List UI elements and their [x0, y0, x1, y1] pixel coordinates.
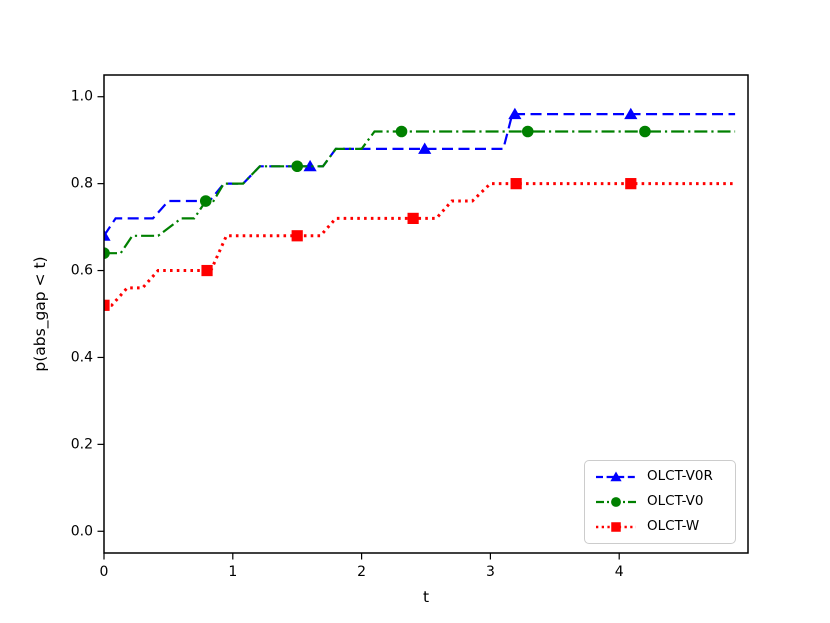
series-marker-OLCT-V0R — [508, 107, 522, 120]
series-marker-OLCT-W — [201, 264, 213, 277]
series-marker-OLCT-V0 — [104, 247, 110, 259]
series-marker-OLCT-V0 — [521, 125, 534, 138]
x-tick-label: 3 — [486, 564, 495, 580]
legend-marker-circle — [611, 497, 621, 507]
y-tick-label: 0.8 — [71, 176, 93, 192]
series-marker-OLCT-V0 — [291, 160, 304, 173]
y-tick-label: 0.4 — [71, 349, 93, 365]
y-tick-label: 0.0 — [71, 523, 93, 539]
legend-entry-OLCT-W: OLCT-W — [594, 518, 726, 536]
legend-label: OLCT-V0R — [647, 468, 713, 485]
y-tick-label: 0.2 — [71, 436, 93, 452]
legend-entry-OLCT-V0R: OLCT-V0R — [594, 468, 726, 486]
series-marker-OLCT-V0R — [624, 107, 638, 120]
axes-spines — [103, 74, 749, 554]
series-marker-OLCT-W — [625, 178, 637, 190]
series-marker-OLCT-V0 — [199, 195, 212, 207]
series-line-OLCT-W — [104, 182, 736, 307]
y-axis-label: p(abs_gap < t) — [31, 256, 49, 372]
series-group — [104, 107, 736, 311]
series-marker-OLCT-V0R — [104, 229, 111, 241]
legend-marker-triangle — [610, 471, 622, 482]
x-tick-label: 2 — [357, 564, 366, 580]
legend-marker-square — [611, 522, 621, 532]
series-marker-OLCT-W — [104, 299, 110, 311]
y-tick-label: 0.6 — [71, 263, 93, 279]
series-marker-OLCT-W — [291, 230, 303, 242]
legend: OLCT-V0R OLCT-V0 OLCT-W — [584, 460, 736, 544]
series-line-OLCT-V0R — [104, 112, 736, 237]
legend-label: OLCT-W — [647, 518, 700, 535]
legend-line-sample — [596, 497, 636, 507]
x-tick-label: 1 — [228, 564, 237, 580]
series-marker-OLCT-W — [407, 212, 419, 224]
legend-entry-OLCT-V0: OLCT-V0 — [594, 493, 726, 511]
series-line-OLCT-V0 — [104, 130, 736, 255]
legend-line-sample — [596, 522, 636, 532]
x-tick-label: 4 — [615, 564, 624, 580]
series-marker-OLCT-V0R — [418, 142, 432, 154]
legend-line-sample — [596, 471, 636, 482]
y-tick-label: 1.0 — [71, 89, 93, 105]
x-tick-label: 0 — [100, 564, 109, 580]
series-marker-OLCT-W — [510, 178, 522, 190]
series-marker-OLCT-V0 — [639, 125, 651, 138]
legend-label: OLCT-V0 — [647, 493, 704, 510]
series-marker-OLCT-V0R — [303, 159, 317, 172]
x-axis-label: t — [422, 588, 430, 606]
series-marker-OLCT-V0 — [395, 125, 408, 138]
